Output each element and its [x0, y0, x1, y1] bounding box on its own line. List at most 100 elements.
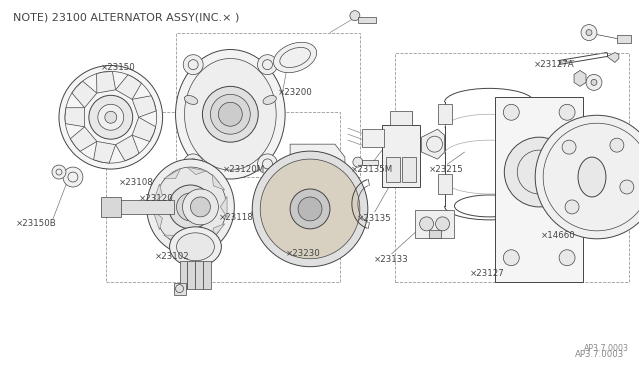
Bar	[495, 97, 583, 282]
Polygon shape	[132, 96, 156, 117]
Circle shape	[591, 79, 597, 86]
Polygon shape	[65, 108, 84, 127]
Circle shape	[183, 154, 203, 174]
Bar	[438, 104, 451, 124]
Circle shape	[89, 95, 132, 139]
Text: ×23230: ×23230	[286, 249, 321, 258]
Polygon shape	[187, 239, 207, 247]
Circle shape	[581, 25, 597, 41]
Bar	[617, 35, 631, 42]
Circle shape	[257, 154, 278, 174]
Circle shape	[436, 217, 449, 231]
Bar	[106, 112, 340, 282]
Polygon shape	[153, 211, 163, 230]
Circle shape	[559, 104, 575, 120]
Circle shape	[260, 159, 360, 259]
Text: ×23120: ×23120	[139, 195, 173, 203]
Bar	[386, 157, 400, 182]
Circle shape	[59, 65, 163, 169]
Text: ×23135: ×23135	[357, 214, 392, 223]
Text: ×23102: ×23102	[155, 252, 189, 261]
Text: ×23215: ×23215	[429, 164, 463, 174]
Polygon shape	[164, 235, 180, 246]
Text: ×23135M: ×23135M	[351, 164, 393, 174]
Circle shape	[257, 55, 278, 75]
Circle shape	[562, 140, 576, 154]
Bar	[173, 283, 186, 295]
Text: ×23133: ×23133	[374, 255, 408, 264]
Text: ×23127: ×23127	[469, 269, 504, 278]
Circle shape	[182, 189, 218, 225]
Polygon shape	[212, 174, 225, 190]
Circle shape	[168, 185, 212, 229]
Text: ×23150: ×23150	[101, 63, 136, 72]
Circle shape	[191, 197, 211, 217]
Circle shape	[559, 250, 575, 266]
Circle shape	[183, 55, 203, 75]
Polygon shape	[574, 70, 586, 86]
Ellipse shape	[263, 96, 276, 105]
Polygon shape	[153, 184, 163, 203]
Circle shape	[350, 11, 360, 20]
Text: ×23108: ×23108	[119, 177, 154, 186]
Circle shape	[420, 217, 433, 231]
Polygon shape	[212, 224, 225, 240]
Circle shape	[252, 151, 368, 267]
Text: ×23150B: ×23150B	[16, 219, 57, 228]
Bar	[188, 261, 195, 289]
Bar	[362, 129, 384, 147]
Text: ×23127A: ×23127A	[534, 60, 575, 69]
Bar	[395, 52, 629, 282]
Polygon shape	[116, 75, 141, 99]
Bar	[180, 261, 188, 289]
Text: ×23200: ×23200	[278, 88, 313, 97]
Circle shape	[503, 250, 519, 266]
Bar	[382, 125, 420, 187]
Bar	[101, 197, 121, 217]
Bar	[204, 261, 211, 289]
Circle shape	[535, 115, 640, 239]
Bar	[438, 174, 451, 194]
Polygon shape	[220, 197, 227, 217]
Circle shape	[218, 102, 243, 126]
Ellipse shape	[155, 167, 227, 247]
Ellipse shape	[147, 159, 234, 255]
Bar	[402, 157, 415, 182]
Circle shape	[52, 165, 66, 179]
Ellipse shape	[273, 42, 317, 73]
Ellipse shape	[184, 96, 198, 105]
Circle shape	[177, 193, 204, 221]
Circle shape	[202, 86, 258, 142]
Ellipse shape	[177, 233, 214, 261]
Ellipse shape	[578, 157, 606, 197]
Bar	[362, 160, 378, 165]
Circle shape	[298, 197, 322, 221]
Circle shape	[620, 180, 634, 194]
Ellipse shape	[184, 58, 276, 170]
Polygon shape	[70, 127, 97, 151]
Bar	[527, 104, 541, 124]
Bar	[415, 210, 454, 238]
Bar	[119, 200, 173, 214]
Polygon shape	[97, 71, 116, 93]
Polygon shape	[93, 141, 116, 163]
Bar	[358, 17, 376, 23]
Text: AP3.7.0003: AP3.7.0003	[584, 344, 629, 353]
Polygon shape	[72, 81, 97, 108]
Text: ×14660: ×14660	[541, 231, 576, 240]
Circle shape	[586, 30, 592, 36]
Circle shape	[63, 167, 83, 187]
Text: NOTE) 23100 ALTERNATOR ASSY(INC.× ): NOTE) 23100 ALTERNATOR ASSY(INC.× )	[13, 13, 239, 23]
Circle shape	[290, 189, 330, 229]
Polygon shape	[132, 117, 156, 141]
Polygon shape	[164, 169, 180, 179]
Circle shape	[565, 200, 579, 214]
Bar	[390, 111, 412, 125]
Circle shape	[353, 157, 363, 167]
Polygon shape	[116, 135, 139, 161]
Bar	[527, 174, 541, 194]
Circle shape	[586, 74, 602, 90]
Polygon shape	[607, 52, 619, 62]
Bar	[429, 230, 440, 238]
Ellipse shape	[175, 49, 285, 179]
